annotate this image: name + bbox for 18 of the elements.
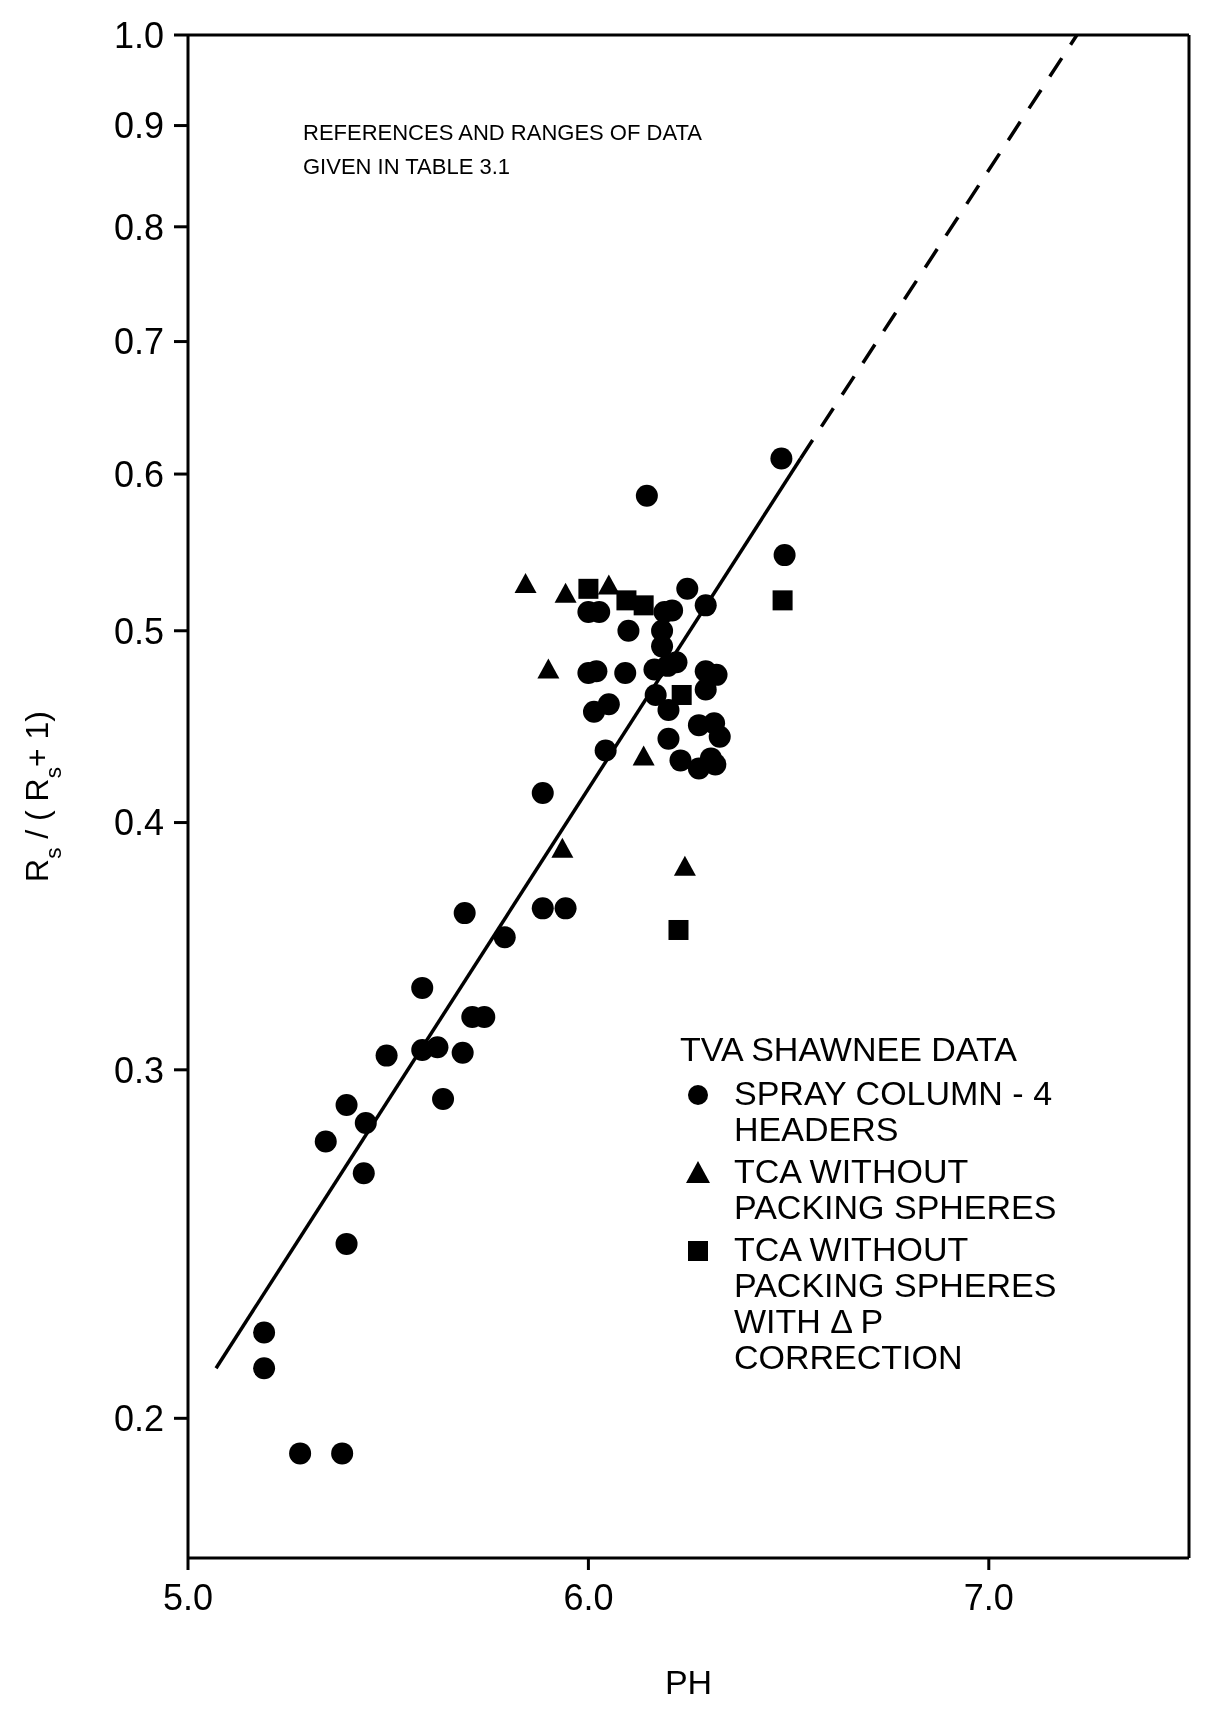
y-tick-label: 0.3 [113, 1049, 164, 1091]
legend-label: TCA WITHOUT PACKING SPHERES WITH Δ P CORRECTION [734, 1230, 1058, 1376]
y-tick-label: 1.0 [113, 14, 164, 56]
y-tick-label: 0.7 [113, 321, 164, 363]
y-tick-label: 0.6 [113, 453, 164, 495]
legend-label: SPRAY COLUMN - 4 HEADERS [734, 1074, 1054, 1148]
y-tick-label: 0.2 [113, 1398, 164, 1440]
y-tick-label: 0.8 [113, 206, 164, 248]
legend-title: TVA SHAWNEE DATA [680, 1030, 1018, 1069]
x-tick-label: 5.0 [162, 1576, 214, 1618]
y-tick-label: 0.4 [113, 802, 164, 844]
x-tick-label: 6.0 [563, 1576, 614, 1618]
legend-label: TCA WITHOUT PACKING SPHERES [734, 1152, 1058, 1226]
y-tick-label: 0.9 [113, 105, 164, 147]
y-tick-label: 0.5 [113, 610, 164, 652]
x-axis-title: PH [664, 1663, 713, 1701]
annotation: REFERENCES AND RANGES OF DATA GIVEN IN TABLE 3.1 [303, 119, 703, 181]
x-tick-label: 7.0 [963, 1576, 1014, 1618]
